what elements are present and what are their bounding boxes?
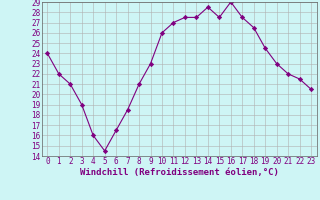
X-axis label: Windchill (Refroidissement éolien,°C): Windchill (Refroidissement éolien,°C) <box>80 168 279 177</box>
